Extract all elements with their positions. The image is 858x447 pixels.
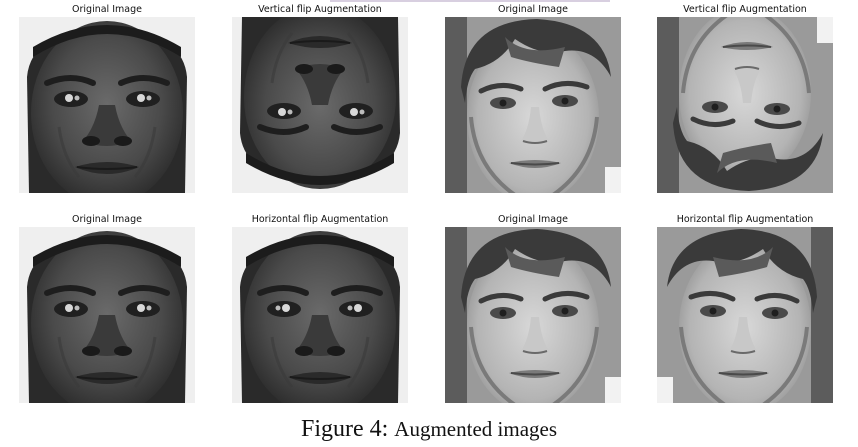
face-image-5	[19, 227, 195, 403]
face-svg	[445, 17, 621, 193]
face-image-6	[232, 227, 408, 403]
figure-caption-text: Augmented images	[394, 417, 558, 441]
figure-label: Figure 4:	[300, 416, 389, 442]
panel-title-4: Vertical flip Augmentation	[683, 4, 807, 15]
face-svg	[445, 227, 621, 403]
figure-caption: Figure 4: Augmented images	[0, 415, 858, 443]
panel-title-3: Original Image	[498, 4, 568, 15]
face-image-1	[19, 17, 195, 193]
face-image-8	[657, 227, 833, 403]
face-image-3	[445, 17, 621, 193]
face-svg	[232, 17, 408, 193]
face-image-2	[232, 17, 408, 193]
panel-title-7: Original Image	[498, 214, 568, 225]
face-svg	[19, 17, 195, 193]
face-svg	[232, 227, 408, 403]
face-image-4	[657, 17, 833, 193]
face-svg	[657, 17, 833, 193]
face-svg	[657, 227, 833, 403]
face-svg	[19, 227, 195, 403]
panel-title-5: Original Image	[72, 214, 142, 225]
panel-title-1: Original Image	[72, 4, 142, 15]
panel-title-6: Horizontal flip Augmentation	[251, 214, 389, 225]
face-image-7	[445, 227, 621, 403]
panel-title-2: Vertical flip Augmentation	[258, 4, 382, 15]
top-decorative-line	[330, 0, 610, 2]
panel-title-8: Horizontal flip Augmentation	[676, 214, 814, 225]
